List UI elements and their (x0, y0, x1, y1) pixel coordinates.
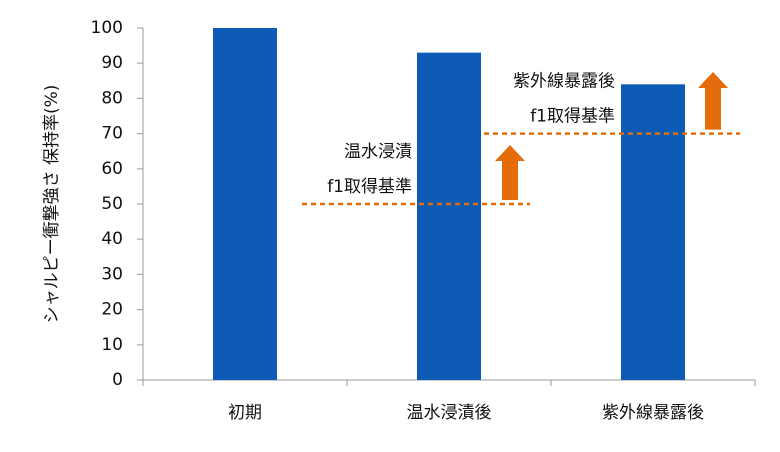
arrow (495, 145, 525, 200)
y-tick-label: 80 (101, 88, 123, 108)
y-tick-label: 100 (91, 18, 123, 38)
x-tick-label: 紫外線暴露後 (602, 403, 704, 423)
bar (621, 84, 685, 380)
y-tick-label: 30 (101, 264, 123, 284)
reference-label: 紫外線暴露後 (513, 72, 615, 92)
arrow (698, 72, 728, 130)
y-tick-label: 70 (101, 124, 123, 144)
reference-label: f1取得基準 (530, 107, 615, 127)
y-tick-label: 40 (101, 229, 123, 249)
bar (213, 28, 277, 380)
y-tick-label: 90 (101, 53, 123, 73)
reference-label: 温水浸漬 (344, 142, 412, 162)
bar (417, 52, 481, 380)
y-tick-label: 10 (101, 335, 123, 355)
y-tick-label: 60 (101, 159, 123, 179)
y-tick-label: 20 (101, 300, 123, 320)
y-tick-label: 0 (112, 370, 123, 390)
x-tick-label: 初期 (228, 403, 262, 423)
y-axis-label: シャルピー衝撃強さ 保持率(%) (42, 85, 62, 324)
reference-label: f1取得基準 (327, 177, 412, 197)
x-tick-label: 温水浸漬後 (407, 403, 492, 423)
y-tick-label: 50 (101, 194, 123, 214)
